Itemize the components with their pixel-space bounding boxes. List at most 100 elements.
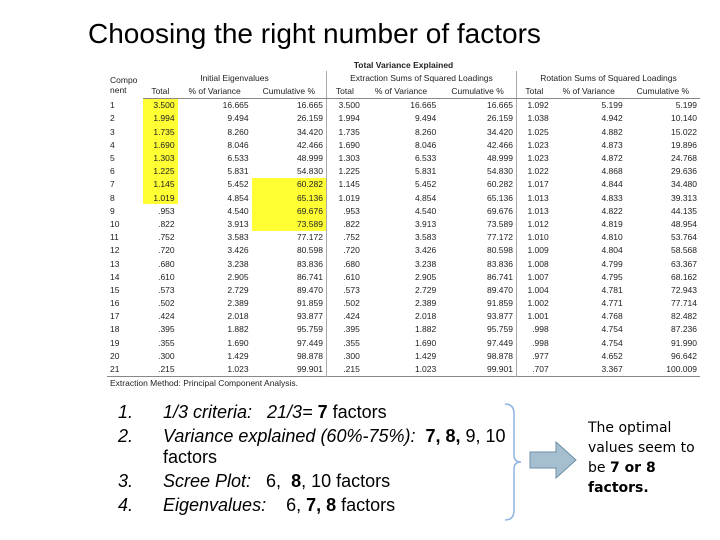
table-cell: 5.831 [414,166,437,177]
arrow [529,440,577,480]
table-cell: 1.019 [325,190,363,205]
table-cell: 3.367 [601,364,623,375]
table-cell: 77.714 [671,298,697,309]
table-cell: 15.022 [671,126,697,137]
table-cell: .720 [325,243,363,257]
table-cell: 1.004 [515,283,552,297]
table-cell: 4.795 [601,271,623,282]
list-item: 3. Scree Plot: 6, 8, 10 factors [118,471,508,492]
table-cell: 91.859 [296,298,323,309]
table-cell: 21 [110,364,120,375]
table-cell: 12 [110,245,120,256]
column-header: % of Variance [362,84,440,99]
table-cell: 4.754 [601,337,623,348]
table-cell: 5.831 [227,166,249,177]
table-row: 4 1.690 8.046 42.466 1.690 8.046 42.466 1.023 4.… [107,138,700,152]
table-cell: 39.313 [671,192,697,203]
table-cell: 42.466 [296,139,323,150]
table-cell: 34.480 [671,179,697,190]
table-cell: 1.009 [515,243,552,257]
table-cell: 1.001 [515,309,552,323]
item-text: Variance explained (60%-75%): 7, 8, 9, 1… [163,426,508,468]
table-cell: .680 [158,258,175,269]
table-cell: .977 [515,349,552,363]
table-cell: 4.540 [414,205,437,216]
table-cell: 8.260 [227,126,249,137]
conclusion-bold: 7 or 8 factors. [588,460,656,496]
table-row: 12.720 3.426 80.598.720 3.426 80.598 1.009 4.8… [107,243,700,257]
table-cell: 4.799 [601,258,623,269]
item-part: 8 [291,471,302,491]
table-cell: .998 [515,322,552,337]
table-cell: 63.367 [671,258,697,269]
table-row: 9.953 4.540 69.676.953 4.540 69.676 1.013 4.82… [107,204,700,218]
table-cell: 5 [110,153,115,163]
table-cell: 2.729 [414,284,437,295]
table-cell: 1.025 [515,125,552,139]
table-cell: 4.768 [601,311,623,322]
table-cell: 100.009 [666,364,697,375]
table-cell: 1.007 [515,270,552,284]
group-header: Initial Eigenvalues [200,72,269,83]
group-row: Compo nent Initial Eigenvalues Extractio… [107,71,700,95]
table-cell: 1.013 [515,190,552,205]
table-row: 1 3.500 16.665 16.665 3.500 16.665 16.665 1.092… [107,98,700,112]
table-cell: 3.583 [227,232,249,243]
table-cell: 65.136 [486,192,513,203]
table-cell: 8.046 [414,139,437,150]
column-header: Total [325,84,363,99]
table-cell: 10.140 [671,113,697,124]
table-cell: 1.013 [515,204,552,218]
table-cell: .395 [158,324,175,335]
table-cell: .502 [158,298,175,309]
table-cell: 34.420 [296,126,323,137]
table-cell: 4.652 [601,350,623,361]
table-cell: 9.494 [227,113,249,124]
table-cell: .610 [158,271,175,282]
table-cell: 3 [110,126,115,137]
table-cell: 1.690 [227,337,249,348]
table-cell: 2.389 [414,298,437,309]
column-header: % of Variance [551,84,626,99]
table-row: 5 1.303 6.533 48.999 1.303 6.533 48.999 1.023 4.… [107,151,700,165]
table-cell: .998 [515,336,552,350]
table-cell: 19.896 [671,139,697,150]
table-cell: 69.676 [486,205,513,216]
item-part: 7, 8, [425,426,461,446]
table-cell: 54.830 [296,166,323,177]
table-cell: .300 [325,349,363,363]
table-cell: 96.642 [671,350,697,361]
item-part: 9, 10 factors [163,426,511,467]
table-cell: 99.901 [486,364,513,375]
table-cell: 4.781 [601,284,623,295]
table-cell: 7 [110,179,115,190]
table-cell: .215 [158,364,175,375]
table-row: 20.300 1.429 98.878.300 1.429 98.878.977 4.65… [107,349,700,363]
table-row: 11.752 3.583 77.172.752 3.583 77.172 1.010 4.8… [107,230,700,244]
table-cell: 68.162 [671,271,697,282]
table-cell: 3.238 [227,258,249,269]
table-cell: 80.598 [486,245,513,256]
table-cell: 98.878 [296,350,323,361]
conclusion: The optimal values seem to be 7 or 8 fac… [588,418,708,498]
table-cell: 4.540 [227,205,249,216]
table-cell: 5.199 [675,100,697,111]
table-cell: 24.768 [671,153,697,163]
table-cell: .953 [158,205,175,216]
conclusion-text: The optimal values seem to be [588,420,695,476]
table-row: 6 1.225 5.831 54.830 1.225 5.831 54.830 1.022 4.… [107,164,700,178]
table-row: 7 1.145 5.452 60.282 1.145 5.452 60.282 1.017 4.… [107,177,700,191]
table-cell: 1.994 [143,111,178,126]
table-cell: 87.236 [671,324,697,335]
table-cell: 44.135 [671,205,697,216]
table-cell: 3.426 [414,245,437,256]
table-cell: 6 [110,166,115,177]
table-cell: .395 [325,322,363,337]
table-cell: 3.583 [414,232,437,243]
table-cell: 4.942 [601,113,623,124]
table-cell: 1.023 [515,138,552,152]
table-cell: 93.877 [486,311,513,322]
table-cell: 34.420 [486,126,513,137]
table-cell: 1.735 [325,125,363,139]
